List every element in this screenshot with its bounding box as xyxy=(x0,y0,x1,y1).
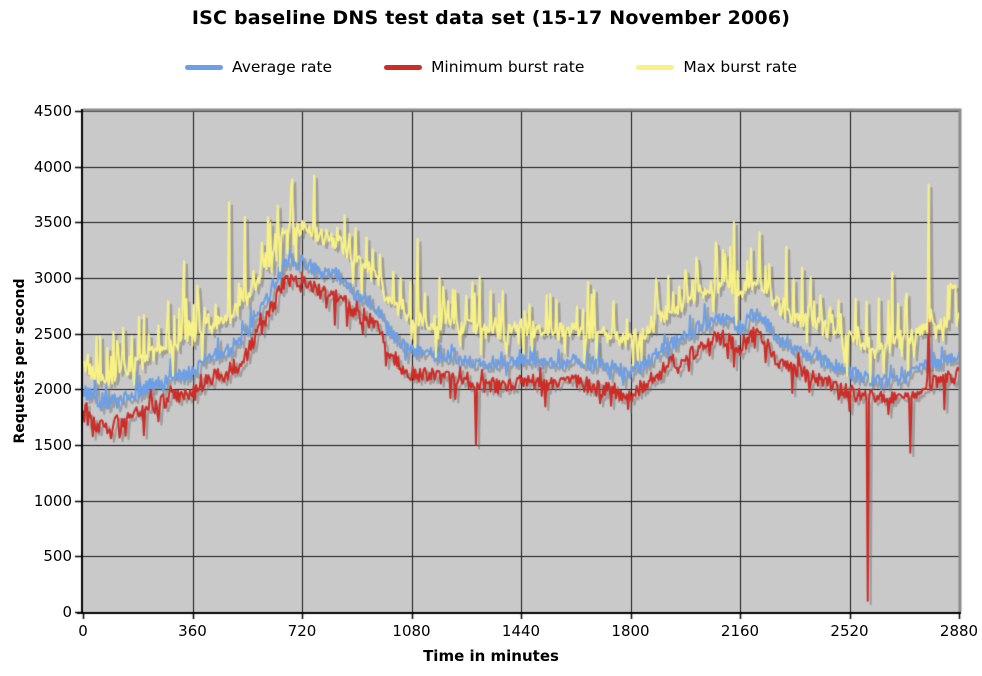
max-burst-rate-line-swatch xyxy=(636,64,675,70)
legend-label: Average rate xyxy=(232,58,333,76)
x-tick-label: 720 xyxy=(287,622,317,640)
y-tick-label: 1500 xyxy=(33,436,72,454)
y-tick-label: 3500 xyxy=(33,213,72,232)
y-tick-label: 4000 xyxy=(33,157,72,176)
legend-label: Max burst rate xyxy=(683,58,797,76)
y-axis-title: Requests per second xyxy=(12,278,28,444)
legend-item-average-rate: Average rate xyxy=(185,58,332,76)
y-tick-label: 0 xyxy=(62,603,72,621)
y-tick-label: 4500 xyxy=(33,102,72,120)
x-tick-label: 2520 xyxy=(830,622,869,640)
x-tick-label: 0 xyxy=(78,622,88,640)
x-tick-label: 360 xyxy=(178,622,207,640)
average-rate-line-swatch xyxy=(185,64,223,70)
x-tick-label: 1080 xyxy=(392,622,431,640)
y-tick-label: 1000 xyxy=(33,491,72,510)
legend: Average rate Minimum burst rate Max burs… xyxy=(0,58,982,76)
x-tick-label: 1800 xyxy=(611,622,650,640)
x-tick-label: 2880 xyxy=(939,622,979,640)
legend-item-minimum-burst-rate: Minimum burst rate xyxy=(384,58,584,76)
y-tick-label: 2000 xyxy=(33,380,72,399)
legend-label: Minimum burst rate xyxy=(431,58,585,76)
legend-item-max-burst-rate: Max burst rate xyxy=(636,58,797,76)
x-axis-title: Time in minutes xyxy=(423,647,559,665)
y-tick-label: 2500 xyxy=(33,324,72,343)
x-tick-label: 2160 xyxy=(720,622,760,640)
minimum-burst-rate-line-swatch xyxy=(384,64,423,70)
y-tick-label: 3000 xyxy=(33,269,72,287)
chart-title: ISC baseline DNS test data set (15-17 No… xyxy=(191,7,791,29)
x-tick-label: 1440 xyxy=(501,622,541,640)
y-tick-label: 500 xyxy=(43,547,72,566)
